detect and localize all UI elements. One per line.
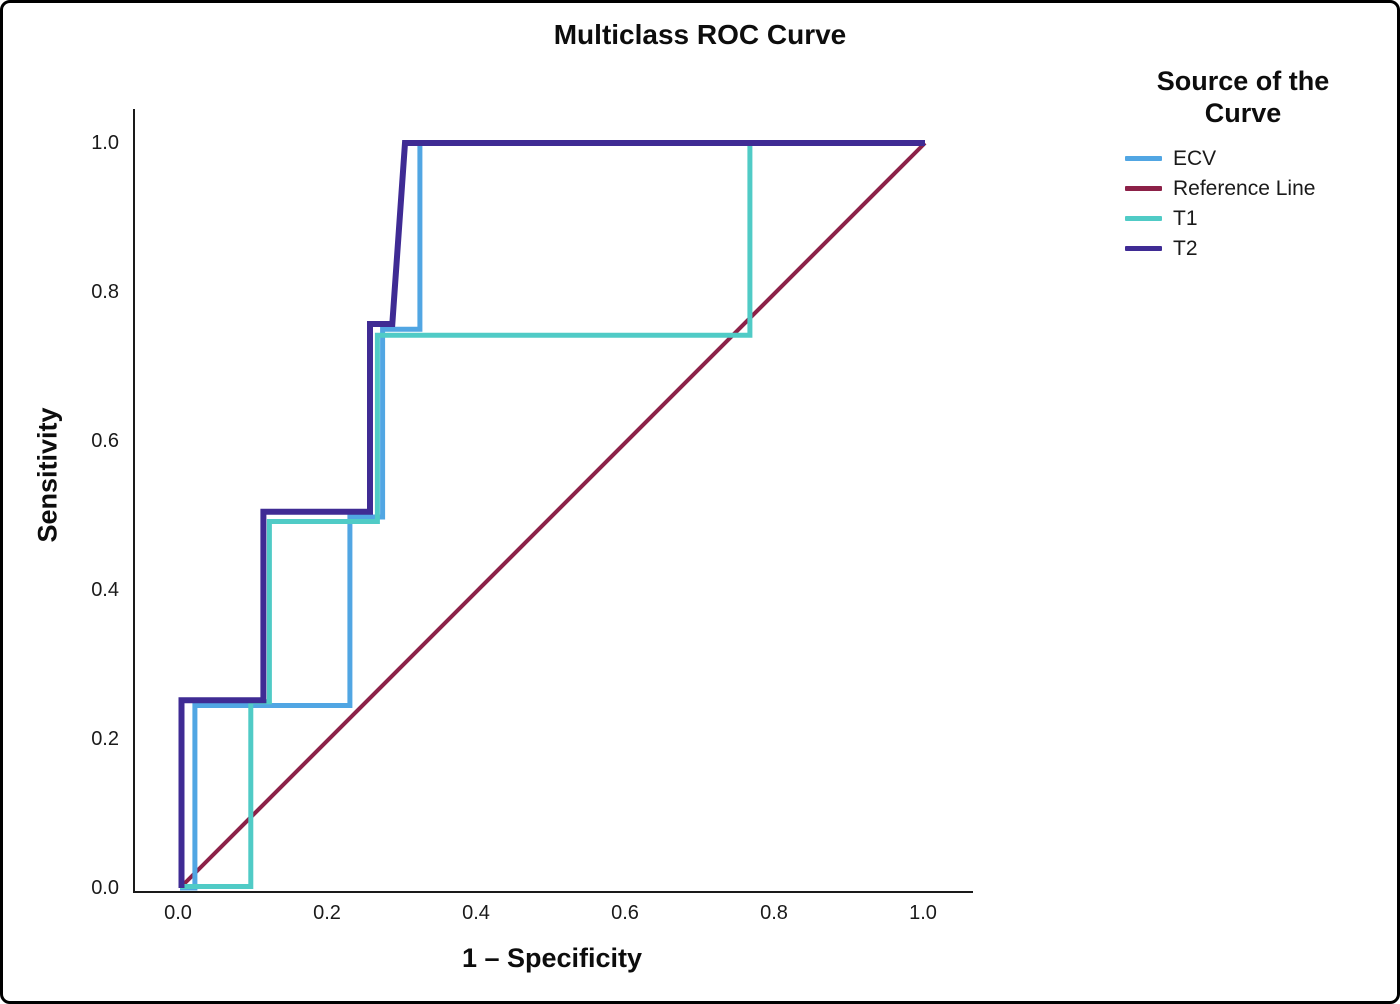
x-tick-label: 1.0 <box>909 902 937 924</box>
y-tick-label: 0.8 <box>91 281 119 303</box>
legend-item-t1: T1 <box>1125 208 1371 229</box>
legend-items: ECV Reference Line T1 T2 <box>1115 148 1371 259</box>
legend-item-reference-line: Reference Line <box>1125 178 1371 199</box>
plot-svg <box>178 140 927 891</box>
legend-swatch-ecv <box>1125 155 1162 161</box>
curve-reference-line <box>178 141 927 890</box>
y-tick-label: 0.4 <box>91 579 119 601</box>
legend-item-t2: T2 <box>1125 238 1371 259</box>
legend-item-ecv: ECV <box>1125 148 1371 169</box>
x-tick-label: 0.2 <box>313 902 341 924</box>
x-tick-label: 0.4 <box>462 902 490 924</box>
legend-swatch-t2 <box>1125 245 1162 251</box>
x-axis-label: 1 – Specificity <box>461 943 643 973</box>
legend: Source of the Curve ECV Reference Line T1 T… <box>1115 65 1371 259</box>
chart-title: Multiclass ROC Curve <box>553 19 847 50</box>
y-tick-label: 1.0 <box>91 132 119 154</box>
legend-label: T1 <box>1173 206 1198 230</box>
legend-label: T2 <box>1173 236 1198 260</box>
x-tick-label: 0.6 <box>611 902 639 924</box>
x-tick-label: 0.0 <box>164 902 192 924</box>
x-tick-label: 0.8 <box>760 902 788 924</box>
curve-t1 <box>180 140 925 889</box>
legend-title: Source of the Curve <box>1156 66 1330 129</box>
plot-area <box>133 109 973 893</box>
legend-label: ECV <box>1173 146 1217 170</box>
y-tick-label: 0.2 <box>91 728 119 750</box>
curve-ecv <box>180 140 925 891</box>
y-axis-label: Sensitivity <box>32 407 63 543</box>
legend-swatch-t1 <box>1125 215 1162 221</box>
y-tick-label: 0.6 <box>91 430 119 452</box>
curve-t2 <box>178 140 925 888</box>
y-tick-label: 0.0 <box>91 877 119 899</box>
legend-label: Reference Line <box>1173 176 1316 200</box>
legend-swatch-reference-line <box>1125 185 1162 191</box>
